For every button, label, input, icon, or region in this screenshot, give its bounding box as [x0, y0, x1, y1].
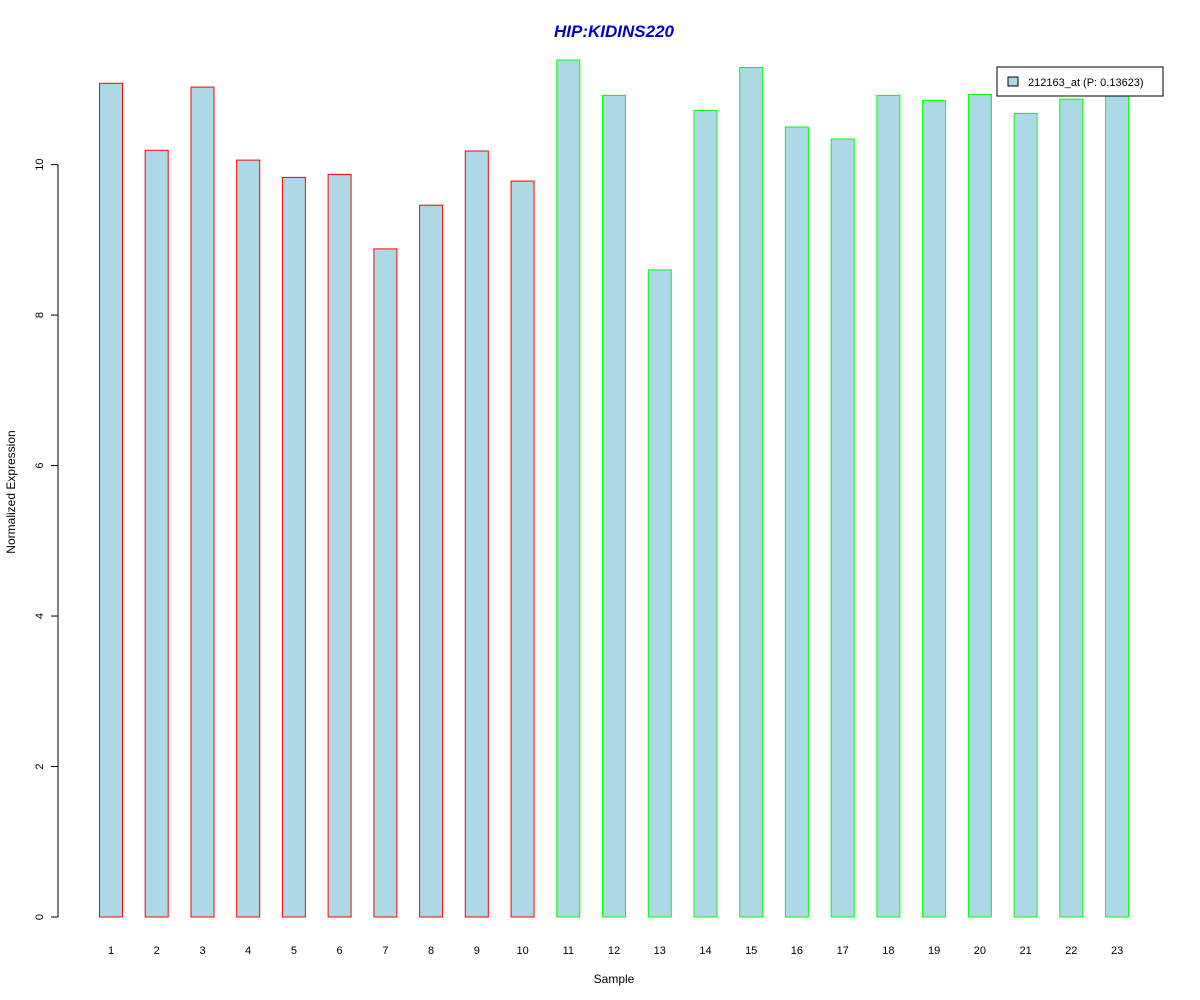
x-tick-label: 20 — [974, 945, 986, 957]
bar-sample-21 — [1013, 112, 1038, 918]
y-axis-label: Normalized Expression — [4, 430, 18, 553]
x-tick-label: 22 — [1065, 945, 1077, 957]
x-tick-label: 11 — [563, 945, 574, 957]
x-tick-label: 7 — [382, 945, 388, 957]
y-tick-label: 4 — [34, 613, 46, 619]
legend: 212163_at (P: 0.13623) — [996, 66, 1164, 97]
y-tick-label: 8 — [34, 312, 46, 318]
x-tick-label: 9 — [474, 945, 480, 957]
x-tick-label: 4 — [245, 945, 251, 957]
x-tick-label: 1 — [108, 945, 114, 957]
bar-sample-8 — [419, 204, 444, 918]
bars-group — [99, 59, 1130, 918]
x-tick-label: 18 — [882, 945, 894, 957]
bar-sample-5 — [281, 176, 306, 918]
bar-sample-14 — [693, 109, 718, 918]
x-tick-label: 3 — [199, 945, 205, 957]
y-axis: 0 2 4 6 8 10 — [34, 158, 59, 920]
x-tick-label: 15 — [745, 945, 757, 957]
bar-sample-23 — [1105, 94, 1130, 918]
bar-sample-2 — [144, 149, 169, 918]
bar-sample-12 — [602, 94, 626, 918]
bar-sample-22 — [1059, 98, 1084, 918]
x-tick-label: 19 — [928, 945, 940, 957]
x-tick-label: 13 — [654, 945, 666, 957]
legend-swatch — [1007, 76, 1019, 87]
bar-sample-16 — [784, 126, 809, 918]
bar-sample-3 — [190, 86, 215, 918]
bar-sample-15 — [739, 67, 764, 918]
y-tick-label: 6 — [34, 462, 46, 468]
bar-sample-18 — [876, 94, 901, 918]
y-tick-label: 10 — [34, 158, 46, 170]
x-tick-label: 8 — [428, 945, 434, 957]
x-tick-label: 6 — [337, 945, 343, 957]
x-axis-label: Sample — [594, 972, 635, 986]
y-tick-label: 0 — [34, 914, 46, 920]
bar-sample-13 — [647, 269, 672, 918]
legend-label: 212163_at (P: 0.13623) — [1028, 77, 1144, 89]
bar-sample-7 — [373, 248, 398, 918]
bar-sample-6 — [327, 173, 352, 918]
bar-sample-4 — [236, 159, 261, 918]
bar-sample-1 — [99, 82, 123, 918]
x-tick-label: 14 — [699, 945, 711, 957]
x-tick-label: 16 — [791, 945, 803, 957]
bar-sample-10 — [510, 180, 535, 918]
legend-box — [996, 66, 1164, 97]
bar-sample-17 — [830, 138, 855, 918]
x-tick-label: 5 — [291, 945, 297, 957]
bar-sample-19 — [922, 100, 947, 918]
x-tick-label: 12 — [608, 945, 620, 957]
x-tick-label: 10 — [516, 945, 528, 957]
bar-sample-20 — [967, 94, 992, 918]
x-tick-label: 23 — [1111, 945, 1123, 957]
bar-sample-11 — [556, 59, 581, 918]
x-axis-tick-labels: 1 2 3 4 5 6 7 8 9 10 11 12 13 14 15 16 17 18 19 20 21 22 23 — [108, 945, 1123, 957]
x-tick-label: 2 — [154, 945, 160, 957]
x-tick-label: 17 — [837, 945, 849, 957]
chart-title: HIP:KIDINS220 — [554, 22, 675, 41]
bar-sample-9 — [464, 150, 489, 918]
x-tick-label: 21 — [1019, 945, 1031, 957]
y-tick-label: 2 — [34, 763, 46, 769]
